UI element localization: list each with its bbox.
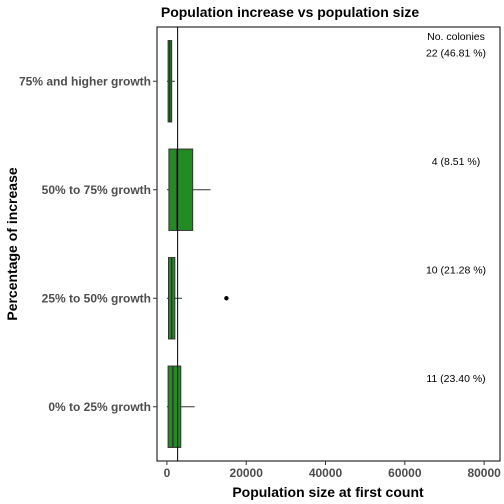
count-label: 11 (23.40 %) xyxy=(426,373,485,385)
y-tick-label: 75% and higher growth xyxy=(19,74,151,88)
count-label: 4 (8.51 %) xyxy=(432,156,480,168)
box xyxy=(167,365,182,448)
count-label: 22 (46.81 %) xyxy=(426,47,486,59)
x-axis-title: Population size at first count xyxy=(232,484,424,500)
x-tick-label: 80000 xyxy=(467,466,501,480)
plot-panel xyxy=(156,26,501,462)
x-tick-label: 0 xyxy=(164,466,171,480)
y-tick-label: 50% to 75% growth xyxy=(42,183,151,197)
y-axis-title: Percentage of increase xyxy=(4,167,20,321)
count-label: 10 (21.28 %) xyxy=(426,264,486,276)
box xyxy=(168,148,194,231)
count-header: No. colonies xyxy=(427,31,485,43)
x-tick-label: 40000 xyxy=(309,466,343,480)
chart-title: Population increase vs population size xyxy=(161,4,419,20)
y-tick-label: 0% to 25% growth xyxy=(48,400,151,414)
x-tick-label: 60000 xyxy=(388,466,422,480)
y-tick-label: 25% to 50% growth xyxy=(42,291,151,305)
chart-marks: 0 20000 40000 60000 80000 75% and higher grow… xyxy=(19,27,501,480)
outlier-point xyxy=(224,296,229,301)
x-tick-label: 20000 xyxy=(230,466,264,480)
